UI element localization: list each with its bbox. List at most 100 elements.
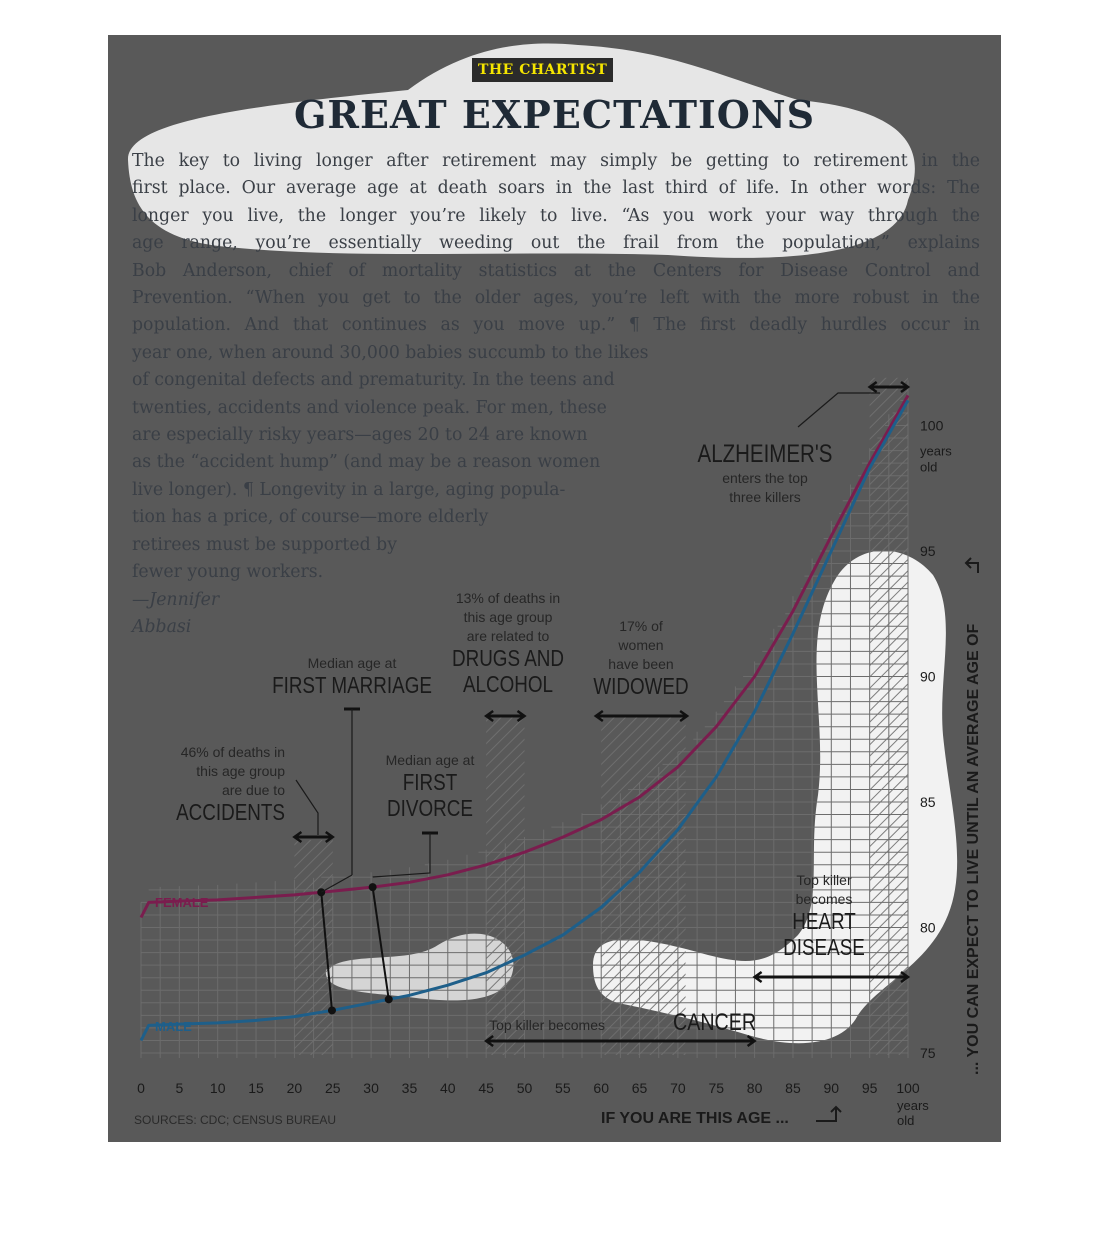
- article-line: Bob Anderson, chief of mortality statist…: [132, 260, 980, 281]
- annotation-headline: FIRST: [403, 770, 458, 795]
- x-tick-label: 60: [593, 1080, 609, 1096]
- annotation-headline: WIDOWED: [593, 674, 688, 699]
- series-line-female: [139, 394, 910, 919]
- article-line: year one, when around 30,000 babies succ…: [132, 342, 649, 363]
- arrowhead-icon: [593, 709, 604, 723]
- article-line: tion has a price, of course—more elderly: [132, 507, 489, 528]
- annotation-text: this age group: [464, 609, 553, 625]
- y-tick-label: 100: [920, 418, 944, 434]
- article-line: live longer). ¶ Longevity in a large, ag…: [132, 479, 566, 500]
- source-note: SOURCES: CDC; CENSUS BUREAU: [134, 1113, 336, 1127]
- connector-first-divorce: [371, 886, 390, 1000]
- axes: 0 5 10 15 20 25 30 35 40 45 50 55 60 65 70 75 80 85 90 95 10…: [134, 418, 982, 1129]
- arrowhead-icon: [292, 830, 303, 844]
- annotation-text: enters the top: [722, 470, 808, 486]
- x-tick-label: 65: [632, 1080, 648, 1096]
- graphic-panel: FEMALE MALE 46% of deaths in this age grou…: [108, 35, 1001, 1142]
- y-tick-label: 95: [920, 543, 936, 559]
- byline: Abbasi: [132, 616, 192, 637]
- connector-first-marriage: [320, 892, 333, 1011]
- arrowhead-icon: [900, 970, 911, 984]
- x-tick-label: 55: [555, 1080, 571, 1096]
- annotation-headline: DIVORCE: [387, 796, 473, 821]
- annotation-headline: ACCIDENTS: [176, 800, 285, 825]
- hatched-band-alzheimers: [869, 377, 908, 1055]
- annotation-headline: CANCER: [673, 1008, 756, 1035]
- x-tick-label: 25: [325, 1080, 341, 1096]
- series-line-male: [139, 399, 910, 1042]
- x-tick-label: 50: [517, 1080, 533, 1096]
- series-lines: FEMALE MALE: [139, 394, 910, 1042]
- article-line: first place. Our average age at death so…: [132, 178, 980, 199]
- byline: —Jennifer: [132, 589, 220, 610]
- x-tick-label: 45: [478, 1080, 494, 1096]
- x-tick-label: 30: [363, 1080, 379, 1096]
- arrowhead-icon: [746, 1034, 757, 1048]
- highlight-blob-old-age: [593, 550, 958, 1044]
- annotation-text: are due to: [222, 782, 285, 798]
- highlight-blob-title: [127, 43, 915, 258]
- y-tick-label: 85: [920, 794, 936, 810]
- annotation-text: Median age at: [386, 752, 475, 768]
- article-line: longer you live, the longer you’re likel…: [132, 205, 980, 226]
- annotation-text: Top killer: [796, 872, 852, 888]
- arrowhead-icon: [483, 1034, 494, 1048]
- y-tick-label: 75: [920, 1045, 936, 1061]
- y-unit-label: years: [920, 444, 952, 459]
- series-label-female: FEMALE: [155, 895, 209, 910]
- leader-line: [320, 874, 353, 893]
- annotation-text: 17% of: [619, 618, 663, 634]
- x-axis-arrow-icon: [816, 1105, 842, 1122]
- annotation-text: becomes: [796, 891, 853, 907]
- x-tick-label: 20: [287, 1080, 303, 1096]
- annotation-headline: FIRST MARRIAGE: [272, 673, 432, 698]
- annotation-headline: DISEASE: [783, 935, 865, 960]
- leader-line: [295, 779, 319, 835]
- x-tick-label: 85: [785, 1080, 801, 1096]
- annotation-text: 46% of deaths in: [181, 744, 285, 760]
- annotation-headline: ALZHEIMER'S: [698, 439, 833, 467]
- hatched-band-widowed: [601, 715, 686, 1055]
- arrowhead-icon: [867, 380, 878, 394]
- arrowhead-icon: [516, 709, 527, 723]
- article-body: The key to living longer after retiremen…: [132, 148, 980, 641]
- marker-female-first-divorce: [368, 883, 377, 892]
- x-tick-label: 15: [248, 1080, 264, 1096]
- annotation-text: 13% of deaths in: [456, 590, 560, 606]
- article-line: as the “accident hump” (and may be a rea…: [132, 452, 601, 473]
- article-line: twenties, accidents and violence peak. F…: [132, 397, 607, 418]
- article-line: age range, you’re essentially weeding ou…: [132, 233, 980, 254]
- leader-line: [797, 392, 880, 428]
- kicker-label: THE CHARTIST: [472, 58, 614, 82]
- annotation-headline: ALCOHOL: [463, 672, 553, 697]
- event-markers: [317, 883, 393, 1015]
- arrowhead-icon: [900, 380, 911, 394]
- arrowhead-icon: [483, 709, 494, 723]
- line-chart: FEMALE MALE 46% of deaths in this age grou…: [134, 377, 982, 1129]
- article-line: Prevention. “When you get to the older a…: [132, 288, 980, 309]
- annotation-text: Top killer becomes: [489, 1017, 605, 1033]
- annotation-text: this age group: [196, 763, 285, 779]
- x-unit-label: years: [897, 1098, 929, 1113]
- x-tick-label: 90: [824, 1080, 840, 1096]
- y-tick-label: 90: [920, 669, 936, 685]
- y-axis-label: ... YOU CAN EXPECT TO LIVE UNTIL AN AVER…: [965, 623, 982, 1075]
- series-label-male: MALE: [155, 1019, 192, 1034]
- article-line: retirees must be supported by: [132, 534, 397, 555]
- arrowhead-icon: [679, 709, 690, 723]
- x-tick-label: 35: [402, 1080, 418, 1096]
- y-tick-label: 80: [920, 920, 936, 936]
- annotation-text: women: [617, 637, 663, 653]
- annotation-headline: HEART: [792, 909, 856, 934]
- annotations: 46% of deaths in this age group are due to…: [176, 380, 911, 1048]
- arrowhead-icon: [752, 970, 763, 984]
- y-unit-label: old: [920, 460, 937, 475]
- annotation-text: Median age at: [308, 655, 397, 671]
- x-tick-label: 100: [896, 1080, 920, 1096]
- x-tick-label: 0: [137, 1080, 145, 1096]
- x-axis-label: IF YOU ARE THIS AGE ...: [601, 1110, 789, 1127]
- article-line: The key to living longer after retiremen…: [132, 151, 980, 171]
- leader-line: [372, 833, 431, 878]
- x-tick-label: 40: [440, 1080, 456, 1096]
- annotation-headline: DRUGS AND: [452, 646, 564, 671]
